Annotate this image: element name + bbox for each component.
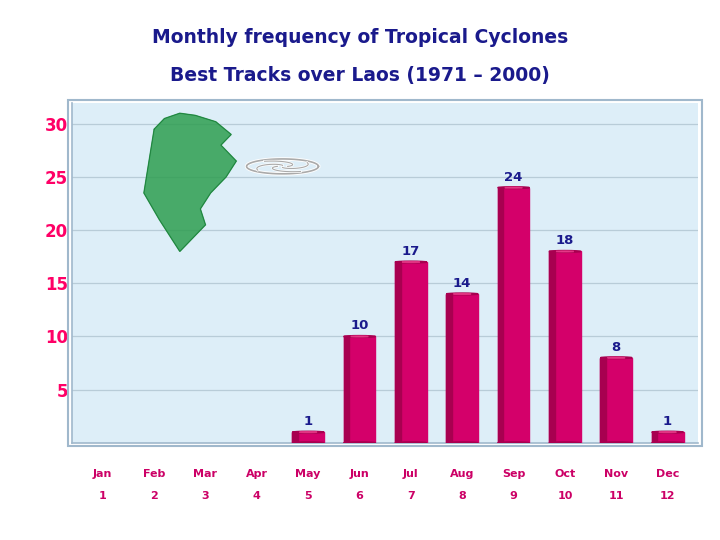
- Text: Jan: Jan: [93, 469, 112, 480]
- Text: Nov: Nov: [604, 469, 629, 480]
- Ellipse shape: [395, 261, 427, 263]
- Bar: [446, 294, 452, 443]
- Text: Jul: Jul: [403, 469, 419, 480]
- Text: 10: 10: [557, 491, 572, 501]
- Bar: [498, 187, 503, 443]
- Text: Feb: Feb: [143, 469, 166, 480]
- Text: Monthly frequency of Tropical Cyclones: Monthly frequency of Tropical Cyclones: [152, 28, 568, 48]
- Text: 10: 10: [351, 319, 369, 333]
- Bar: [652, 432, 657, 443]
- Text: Apr: Apr: [246, 469, 268, 480]
- Bar: [549, 252, 554, 443]
- Ellipse shape: [652, 431, 683, 433]
- Ellipse shape: [292, 442, 324, 444]
- Text: 17: 17: [402, 245, 420, 258]
- Text: 1: 1: [99, 491, 107, 501]
- Bar: [343, 336, 349, 443]
- Bar: [292, 432, 298, 443]
- Text: 1: 1: [663, 415, 672, 428]
- Polygon shape: [144, 113, 236, 252]
- Ellipse shape: [556, 251, 574, 252]
- Bar: [600, 357, 606, 443]
- Ellipse shape: [300, 432, 317, 433]
- Text: 3: 3: [202, 491, 210, 501]
- Text: Oct: Oct: [554, 469, 575, 480]
- Text: 11: 11: [608, 491, 624, 501]
- Text: 5: 5: [305, 491, 312, 501]
- Ellipse shape: [652, 442, 683, 444]
- Ellipse shape: [292, 431, 324, 433]
- Ellipse shape: [498, 442, 529, 444]
- Ellipse shape: [608, 357, 625, 358]
- Text: 9: 9: [510, 491, 518, 501]
- Text: Aug: Aug: [450, 469, 474, 480]
- Bar: [446, 294, 478, 443]
- Text: 18: 18: [556, 234, 574, 247]
- Text: Dec: Dec: [656, 469, 679, 480]
- Ellipse shape: [549, 251, 581, 252]
- Ellipse shape: [659, 432, 676, 433]
- Text: 1: 1: [304, 415, 312, 428]
- Text: Sep: Sep: [502, 469, 526, 480]
- Ellipse shape: [498, 187, 529, 188]
- Bar: [600, 357, 632, 443]
- Text: Best Tracks over Laos (1971 – 2000): Best Tracks over Laos (1971 – 2000): [170, 66, 550, 85]
- Text: 8: 8: [459, 491, 466, 501]
- Ellipse shape: [343, 335, 375, 338]
- Ellipse shape: [600, 357, 632, 359]
- Ellipse shape: [600, 442, 632, 444]
- Bar: [292, 432, 324, 443]
- Bar: [549, 252, 581, 443]
- Bar: [652, 432, 683, 443]
- Bar: [395, 262, 427, 443]
- Text: 7: 7: [407, 491, 415, 501]
- Ellipse shape: [351, 336, 369, 337]
- Text: 14: 14: [453, 277, 472, 290]
- Text: May: May: [295, 469, 321, 480]
- Text: Jun: Jun: [350, 469, 369, 480]
- Ellipse shape: [446, 442, 478, 444]
- Text: 4: 4: [253, 491, 261, 501]
- Text: 2: 2: [150, 491, 158, 501]
- Text: 12: 12: [660, 491, 675, 501]
- Text: 24: 24: [505, 171, 523, 184]
- Bar: [395, 262, 401, 443]
- Bar: [343, 336, 375, 443]
- Ellipse shape: [446, 293, 478, 295]
- Text: 8: 8: [611, 341, 621, 354]
- Ellipse shape: [395, 442, 427, 444]
- Ellipse shape: [343, 442, 375, 444]
- Text: Mar: Mar: [194, 469, 217, 480]
- Bar: [498, 187, 529, 443]
- Text: 6: 6: [356, 491, 364, 501]
- Ellipse shape: [549, 442, 581, 444]
- Ellipse shape: [505, 187, 522, 188]
